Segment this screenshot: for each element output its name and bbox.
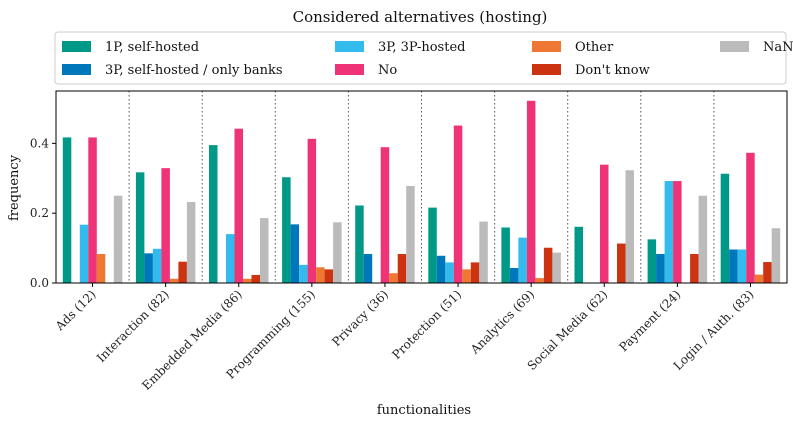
bar — [88, 137, 97, 283]
bar — [763, 262, 772, 283]
legend-label: Don't know — [575, 63, 650, 78]
legend-swatch — [532, 41, 561, 52]
legend-label: 3P, 3P-hosted — [378, 40, 465, 55]
x-axis-title: functionalities — [377, 403, 471, 418]
bar — [754, 274, 764, 283]
bar — [647, 239, 657, 283]
legend-swatch — [720, 41, 749, 52]
y-axis-title: frequency — [7, 154, 22, 221]
y-tick-label: 0.4 — [30, 136, 49, 150]
bar — [771, 228, 781, 283]
legend-label: 3P, self-hosted / only banks — [105, 63, 283, 78]
bar — [535, 278, 544, 283]
bar — [152, 248, 162, 283]
bar — [737, 249, 747, 283]
legend: 1P, self-hosted 3P, self-hosted / only ba… — [54, 31, 793, 85]
bar — [363, 254, 373, 283]
legend-swatch — [335, 41, 364, 52]
bar — [135, 172, 145, 283]
legend-swatch — [62, 41, 91, 52]
bar — [574, 226, 583, 283]
legend-label: No — [378, 63, 397, 78]
bar — [169, 278, 179, 283]
bar — [209, 145, 218, 283]
bar — [161, 168, 170, 283]
bar — [470, 262, 480, 283]
bar — [243, 278, 252, 283]
y-tick-label: 0.0 — [30, 276, 49, 290]
bar — [260, 218, 269, 283]
bar — [690, 254, 699, 283]
bar — [729, 249, 738, 283]
bar — [96, 254, 106, 283]
bar — [509, 267, 519, 283]
bar — [720, 173, 730, 283]
legend-label: Other — [575, 40, 614, 55]
bar — [62, 137, 72, 283]
bar — [746, 152, 755, 283]
bar — [186, 202, 196, 283]
bar — [324, 269, 334, 283]
bar — [518, 237, 527, 283]
bar — [251, 274, 260, 283]
bar — [79, 224, 89, 283]
x-tick-label: Login / Auth. (83) — [671, 287, 757, 373]
bar — [479, 221, 488, 283]
bar — [600, 164, 609, 283]
chart-title: Considered alternatives (hosting) — [293, 8, 548, 26]
legend-box — [54, 31, 787, 85]
bar — [698, 195, 708, 283]
bar — [673, 181, 682, 283]
bar — [355, 205, 364, 283]
bar — [445, 262, 454, 283]
legend-label: NaN — [763, 40, 793, 55]
bar — [282, 177, 291, 283]
bar — [664, 181, 674, 283]
x-tick-label: Social Media (62) — [525, 287, 611, 373]
bar — [113, 195, 123, 283]
bar — [656, 254, 665, 283]
bar — [543, 247, 553, 283]
bar — [226, 234, 235, 283]
x-tick-label: Protection (51) — [389, 287, 464, 362]
bar — [316, 267, 325, 283]
x-tick-label: Interaction (82) — [94, 287, 172, 365]
bar — [453, 125, 463, 283]
bar — [299, 264, 308, 283]
bar — [526, 100, 536, 284]
x-tick-label: Ads (12) — [52, 287, 99, 334]
x-tick-label: Analytics (69) — [467, 287, 537, 357]
bar — [501, 227, 510, 283]
x-tick-label: Payment (24) — [616, 287, 683, 354]
bar — [617, 243, 626, 283]
bar — [307, 138, 317, 283]
legend-swatch — [62, 64, 91, 75]
legend-label: 1P, self-hosted — [105, 40, 199, 55]
plot-frame — [55, 90, 788, 284]
bar — [380, 147, 390, 283]
bar — [290, 224, 300, 283]
bar — [333, 222, 342, 283]
bar — [178, 261, 187, 283]
bar — [428, 207, 437, 283]
bar — [436, 255, 446, 283]
legend-swatch — [532, 64, 561, 75]
bar — [389, 273, 398, 283]
bar — [234, 128, 243, 283]
x-tick-label: Privacy (36) — [329, 287, 391, 349]
bar — [462, 269, 471, 283]
bar — [397, 254, 407, 283]
bar — [552, 252, 561, 283]
y-tick-label: 0.2 — [30, 206, 49, 220]
bar — [144, 253, 153, 283]
bar — [625, 170, 634, 283]
bar — [406, 185, 415, 283]
legend-swatch — [335, 64, 364, 75]
